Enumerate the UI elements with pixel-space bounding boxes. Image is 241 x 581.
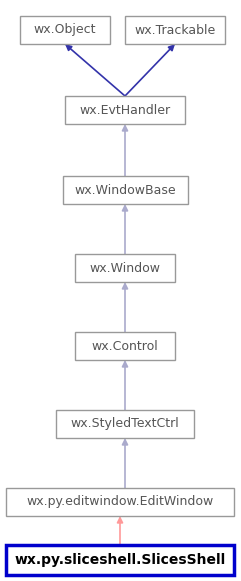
Text: wx.WindowBase: wx.WindowBase [74, 184, 176, 196]
FancyBboxPatch shape [65, 96, 185, 124]
FancyBboxPatch shape [75, 254, 175, 282]
FancyBboxPatch shape [20, 16, 110, 44]
FancyBboxPatch shape [56, 410, 194, 438]
Text: wx.EvtHandler: wx.EvtHandler [80, 103, 171, 117]
FancyBboxPatch shape [6, 545, 234, 575]
Text: wx.Control: wx.Control [92, 339, 158, 353]
FancyBboxPatch shape [75, 332, 175, 360]
FancyBboxPatch shape [62, 176, 187, 204]
FancyBboxPatch shape [6, 488, 234, 516]
Text: wx.Object: wx.Object [34, 23, 96, 37]
FancyBboxPatch shape [125, 16, 225, 44]
Text: wx.Window: wx.Window [89, 261, 161, 274]
Text: wx.StyledTextCtrl: wx.StyledTextCtrl [71, 418, 179, 431]
Text: wx.py.sliceshell.SlicesShell: wx.py.sliceshell.SlicesShell [14, 553, 226, 567]
Text: wx.Trackable: wx.Trackable [134, 23, 216, 37]
Text: wx.py.editwindow.EditWindow: wx.py.editwindow.EditWindow [26, 496, 214, 508]
